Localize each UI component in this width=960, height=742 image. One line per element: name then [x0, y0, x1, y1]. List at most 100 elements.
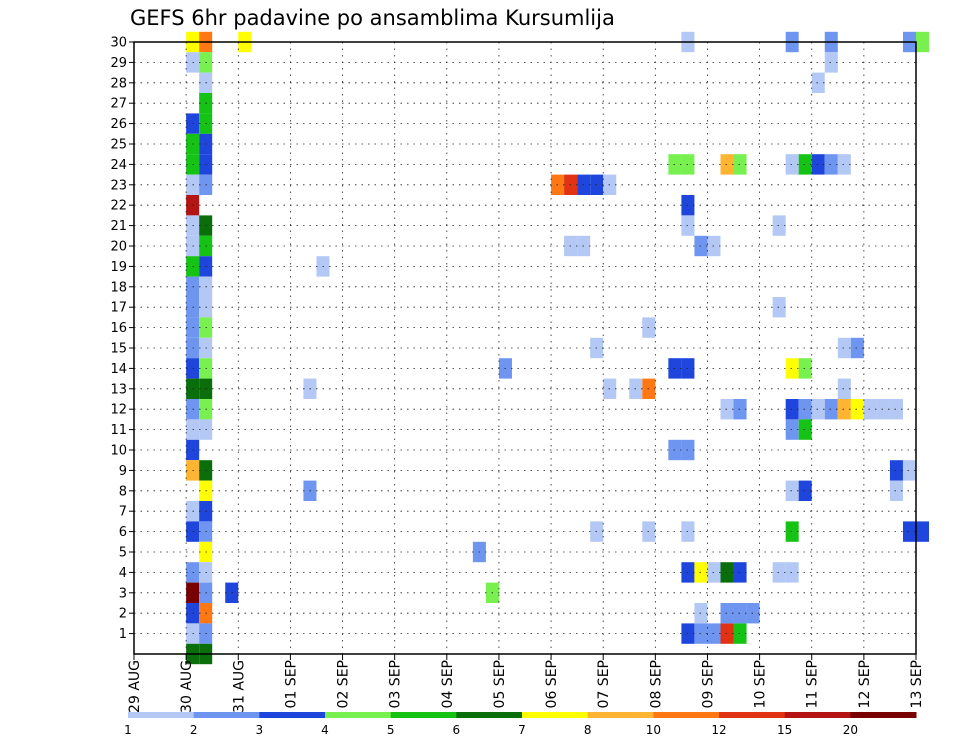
y-tick-label: 29 [110, 56, 127, 71]
data-cell [733, 623, 747, 644]
colorbar-swatch [259, 712, 326, 718]
x-tick-label: 06 SEP [544, 660, 560, 708]
data-cell [785, 419, 799, 440]
colorbar-swatch [850, 712, 917, 718]
data-cell [811, 154, 825, 175]
data-cell [772, 215, 786, 236]
data-cell [720, 154, 734, 175]
colorbar-label: 15 [777, 723, 792, 737]
data-cell [785, 562, 799, 583]
data-cell [798, 419, 812, 440]
y-tick-label: 14 [110, 362, 127, 377]
colorbar-swatch [522, 712, 589, 718]
data-cell [824, 154, 838, 175]
y-tick-label: 13 [110, 382, 127, 397]
data-cell [772, 297, 786, 318]
y-tick-label: 23 [110, 178, 127, 193]
x-tick-label: 09 SEP [700, 660, 716, 708]
x-tick-label: 31 AUG [231, 660, 247, 713]
data-cell [785, 358, 799, 379]
y-axis: 1234567891011121314151617181920212223242… [110, 36, 134, 642]
data-cell [837, 337, 851, 359]
data-cell [889, 460, 903, 481]
x-tick-label: 13 SEP [909, 660, 925, 708]
chart-title: GEFS 6hr padavine po ansamblima Kursumli… [130, 6, 615, 30]
data-cell [720, 562, 734, 583]
colorbar-swatch [456, 712, 523, 718]
colorbar-label: 2 [190, 723, 198, 737]
data-cell [785, 480, 799, 501]
x-tick-label: 29 AUG [127, 660, 143, 713]
colorbar-swatch [719, 712, 786, 718]
y-tick-label: 20 [110, 240, 127, 255]
data-cell [733, 399, 747, 420]
x-tick-label: 08 SEP [648, 660, 664, 708]
data-cell [733, 562, 747, 583]
data-cell [902, 460, 916, 481]
data-cell [720, 603, 734, 624]
data-cell [785, 399, 799, 420]
data-cell [785, 154, 799, 175]
colorbar-swatch [653, 712, 720, 718]
colorbar-swatch [193, 712, 260, 718]
x-tick-label: 04 SEP [440, 660, 456, 708]
colorbar-label: 6 [453, 723, 461, 737]
data-cell [850, 399, 864, 420]
colorbar-label: 20 [843, 723, 858, 737]
y-tick-label: 21 [110, 219, 127, 234]
colorbar-swatch [390, 712, 457, 718]
x-tick-label: 11 SEP [805, 660, 821, 708]
x-axis: 29 AUG 30 AUG 31 AUG 01 SEP 02 SEP 03 SEP 04 S… [127, 654, 925, 713]
data-cell [798, 358, 812, 379]
y-tick-label: 8 [119, 484, 127, 499]
x-tick-label: 02 SEP [336, 660, 352, 708]
y-tick-label: 5 [119, 546, 127, 561]
data-cell [798, 480, 812, 501]
x-tick-label: 12 SEP [857, 660, 873, 708]
colorbar-label: 1 [124, 723, 132, 737]
x-tick-label: 10 SEP [753, 660, 769, 708]
colorbar-label: 4 [321, 723, 329, 737]
data-cell [876, 399, 890, 420]
data-cell [837, 154, 851, 175]
y-tick-label: 3 [119, 586, 127, 601]
x-tick-label: 30 AUG [179, 660, 195, 713]
y-tick-label: 26 [110, 117, 127, 132]
y-tick-label: 9 [119, 464, 127, 479]
y-tick-label: 18 [110, 280, 127, 295]
data-cell [785, 521, 799, 542]
data-cell [772, 562, 786, 583]
y-tick-label: 11 [110, 423, 127, 438]
data-cell [811, 72, 825, 93]
y-tick-label: 19 [110, 260, 127, 275]
data-cell [798, 399, 812, 420]
data-cell [916, 31, 930, 53]
data-cell [837, 378, 851, 399]
data-cell [837, 399, 851, 420]
colorbar-label: 10 [646, 723, 661, 737]
y-tick-label: 1 [119, 627, 127, 642]
y-tick-label: 6 [119, 525, 127, 540]
y-tick-label: 25 [110, 138, 127, 153]
y-tick-label: 10 [110, 444, 127, 459]
data-cell [733, 603, 747, 624]
x-tick-label: 03 SEP [388, 660, 404, 708]
data-cell [824, 52, 838, 73]
data-cell [798, 154, 812, 175]
x-tick-label: 07 SEP [596, 660, 612, 708]
y-tick-label: 16 [110, 321, 127, 336]
colorbar-label: 12 [711, 723, 726, 737]
data-cell [746, 603, 760, 624]
data-cell [850, 337, 864, 359]
colorbar-label: 5 [387, 723, 395, 737]
y-tick-label: 2 [119, 607, 127, 622]
grid-layer [134, 42, 916, 654]
y-tick-label: 4 [119, 566, 127, 581]
y-tick-label: 7 [119, 505, 127, 520]
data-cell [733, 154, 747, 175]
data-cell [863, 399, 877, 420]
data-cell [902, 521, 916, 542]
data-cell [889, 480, 903, 501]
y-tick-label: 24 [110, 158, 127, 173]
